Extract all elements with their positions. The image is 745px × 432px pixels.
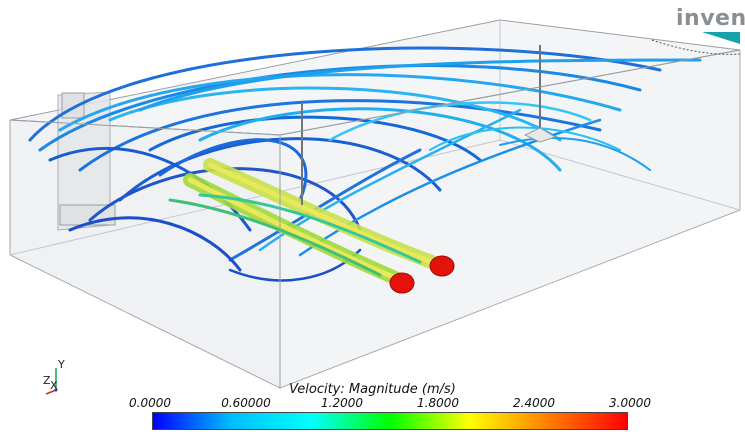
colorbar-title: Velocity: Magnitude (m/s) xyxy=(289,382,456,397)
axis-x-label: X xyxy=(50,379,58,392)
inlet-cap-right xyxy=(429,255,455,277)
colorbar-tick-label: 1.2000 xyxy=(321,396,363,410)
impeller-right xyxy=(523,127,557,143)
inlet-jets xyxy=(168,158,447,287)
tank-box xyxy=(9,19,741,389)
inlet-caps xyxy=(389,255,455,294)
colorbar-tick-label: 1.8000 xyxy=(417,396,459,410)
colorbar-tick-label: 0.0000 xyxy=(129,396,171,410)
brand-emblem-icon xyxy=(651,32,741,55)
colorbar-tick-label: 2.4000 xyxy=(513,396,555,410)
colorbar-tick-label: 0.60000 xyxy=(221,396,271,410)
mixer-shafts xyxy=(301,45,557,205)
brand-logo: invent xyxy=(632,4,745,70)
brand-wordmark: invent xyxy=(676,6,745,31)
axis-y-label: Y xyxy=(58,358,65,371)
inlet-cap-left xyxy=(389,272,415,294)
colorbar xyxy=(152,412,628,430)
colorbar-ticks: 0.0000 0.60000 1.2000 1.8000 2.4000 3.0000 xyxy=(129,396,651,410)
colorbar-tick-label: 3.0000 xyxy=(609,396,651,410)
axis-triad: Y Z X xyxy=(40,358,70,396)
axis-z-label: Z xyxy=(43,374,51,387)
axis-triad-icon xyxy=(45,368,58,395)
